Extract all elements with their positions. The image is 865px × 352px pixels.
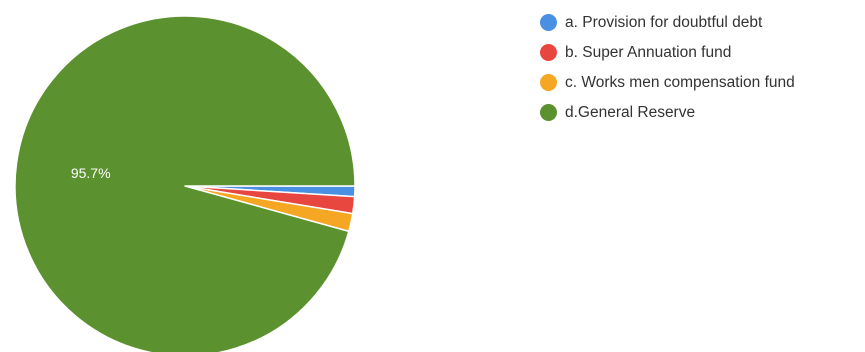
pie-chart: 95.7% bbox=[14, 15, 356, 352]
legend-label: b. Super Annuation fund bbox=[565, 44, 732, 61]
legend-swatch-orange bbox=[540, 74, 557, 91]
legend-item-super-annuation-fund[interactable]: b. Super Annuation fund bbox=[540, 42, 865, 64]
legend-label: c. Works men compensation fund bbox=[565, 74, 795, 91]
legend-label: d.General Reserve bbox=[565, 104, 696, 121]
data-label-d-general-reserve: 95.7% bbox=[71, 165, 111, 181]
legend-swatch-red bbox=[540, 44, 557, 61]
legend-swatch-blue bbox=[540, 14, 557, 31]
legend-swatch-green bbox=[540, 104, 557, 121]
pie-slice-d-general-reserve[interactable] bbox=[14, 15, 356, 352]
legend-item-general-reserve[interactable]: d.General Reserve bbox=[540, 102, 865, 124]
legend-item-provision-for-doubtful-debt[interactable]: a. Provision for doubtful debt bbox=[540, 12, 865, 34]
legend-item-works-men-compensation-fund[interactable]: c. Works men compensation fund bbox=[540, 72, 865, 94]
legend: a. Provision for doubtful debt b. Super … bbox=[540, 12, 865, 132]
legend-label: a. Provision for doubtful debt bbox=[565, 14, 763, 31]
